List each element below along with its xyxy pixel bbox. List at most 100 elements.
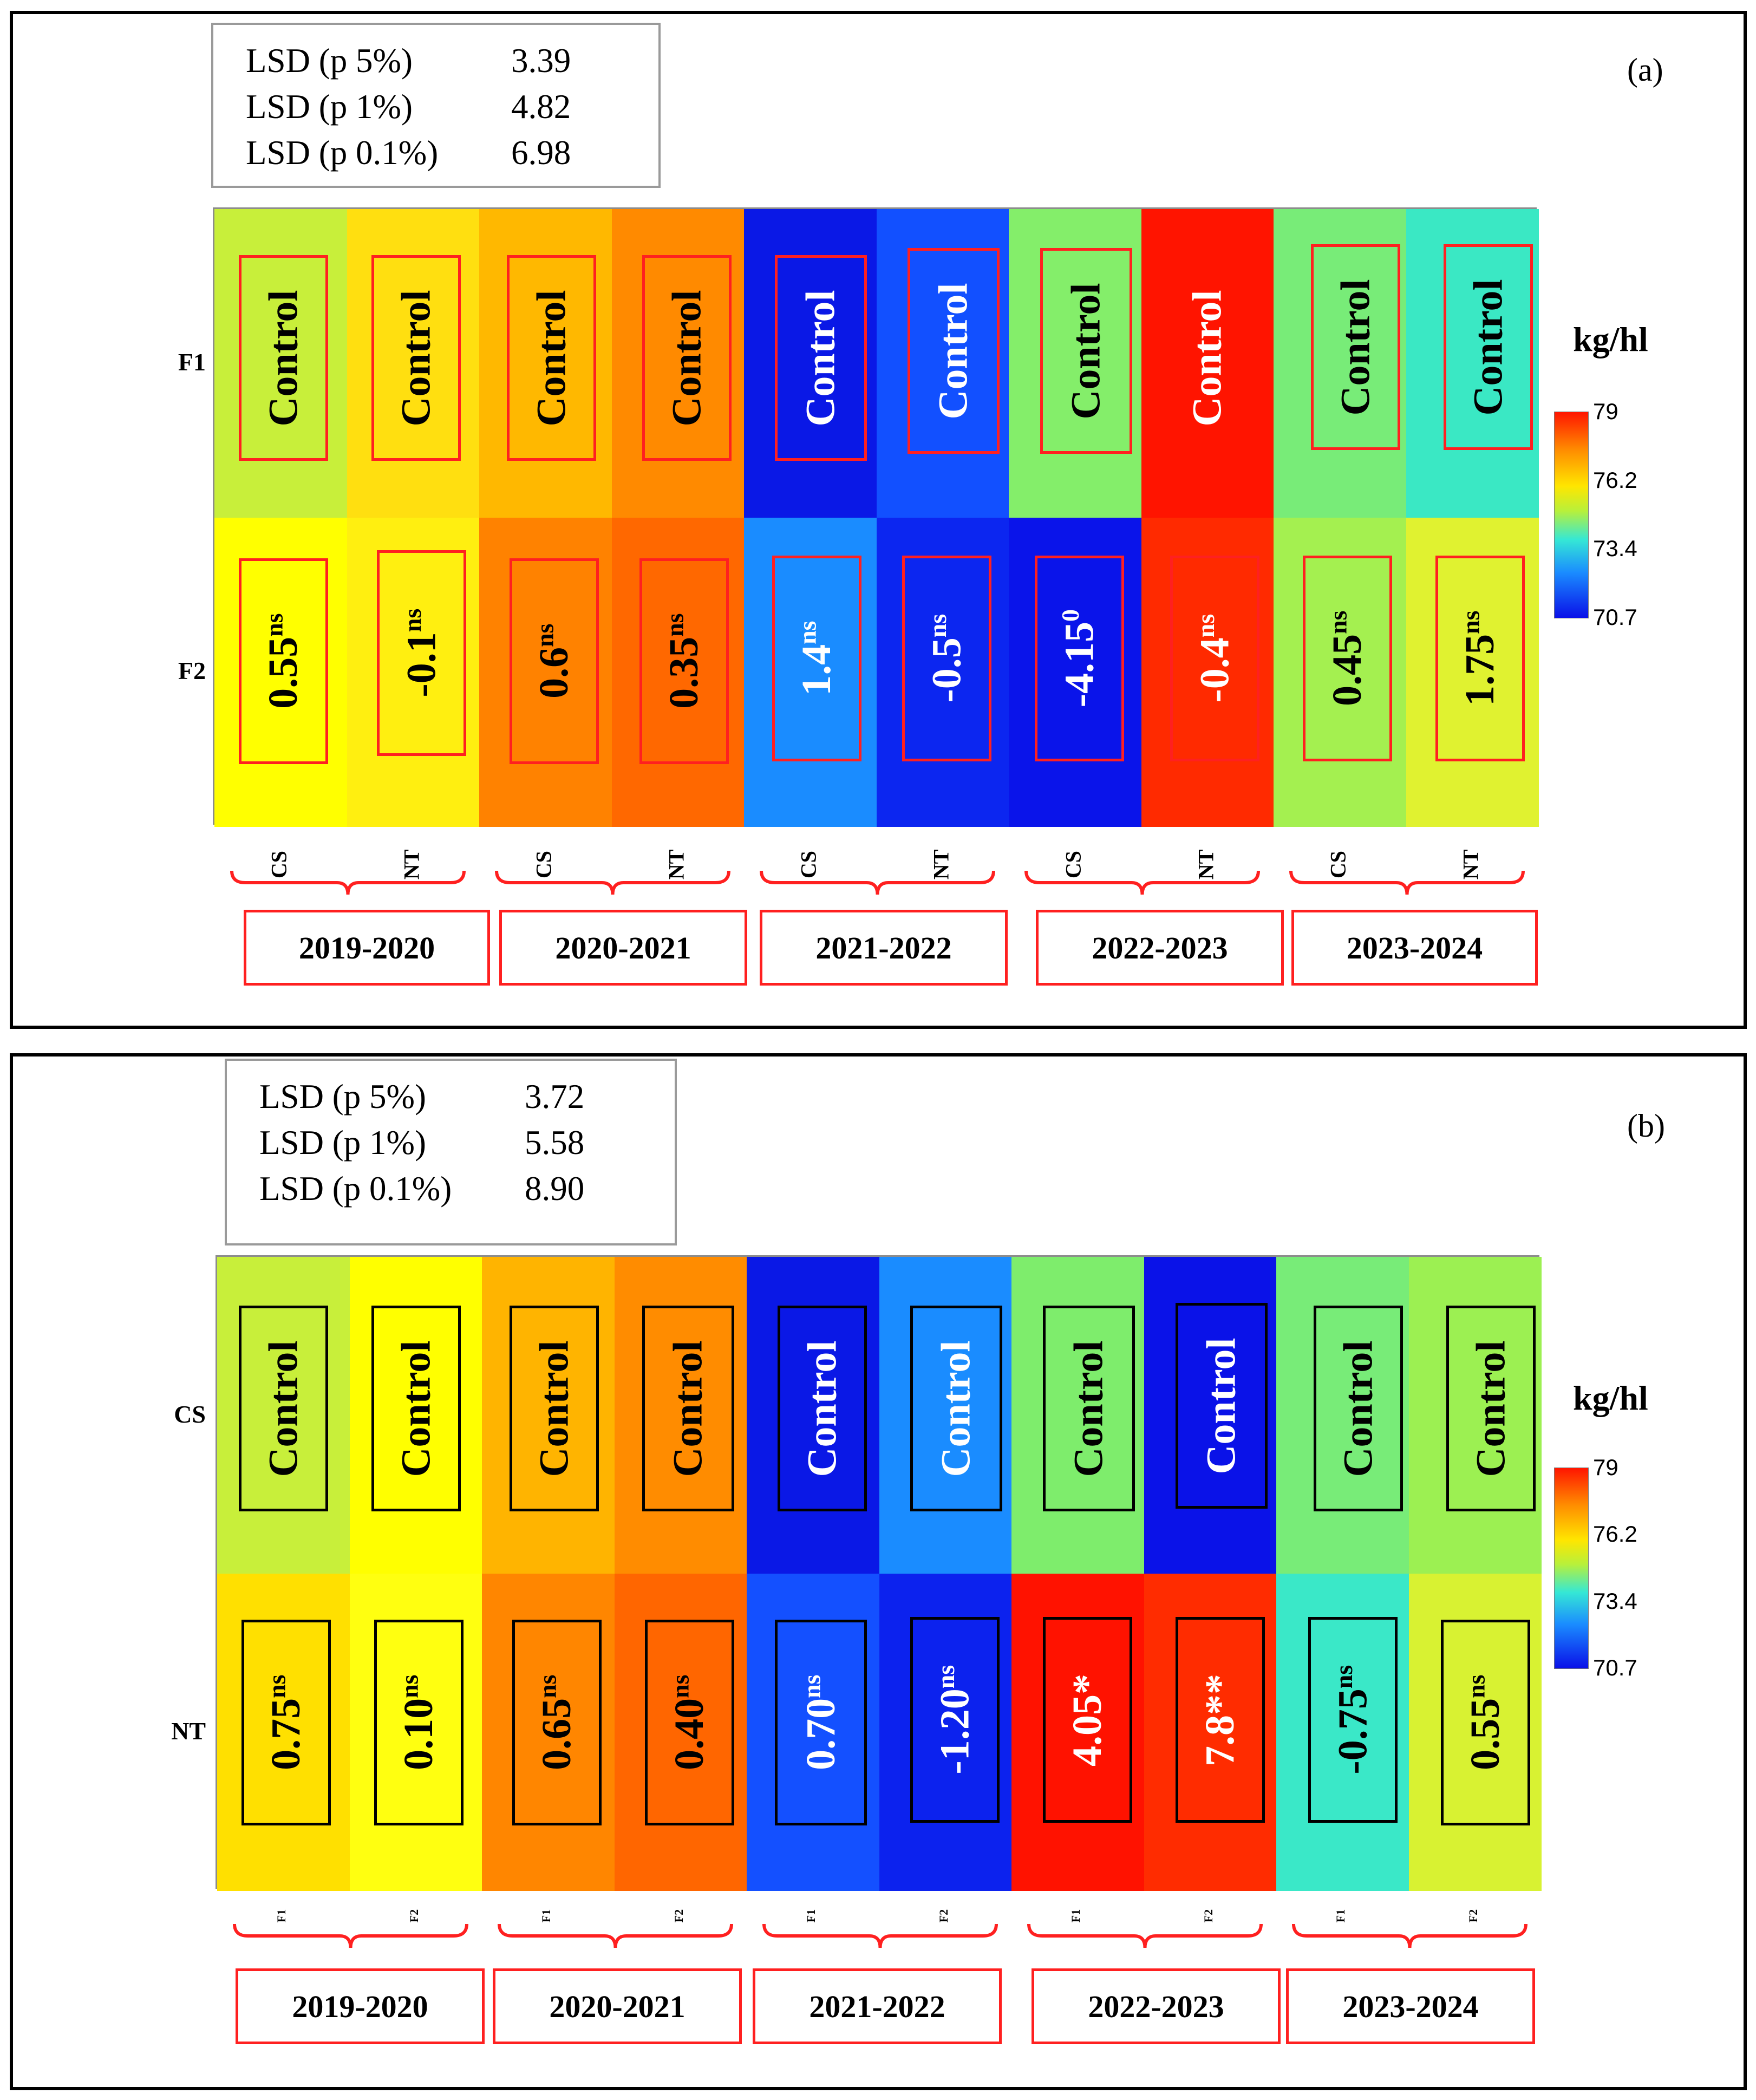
cell-outline-box: 0.10ns [374, 1620, 464, 1825]
cell-value: Control [933, 1340, 980, 1477]
lsd-label: LSD (p 1%) [246, 88, 413, 126]
cell-value-text: -1.20 [932, 1688, 978, 1775]
cell-value: -0.4ns [1191, 614, 1238, 703]
lsd-box-b: LSD (p 5%) 3.72 LSD (p 1%) 5.58 LSD (p 0.1%)… [225, 1059, 677, 1245]
cell-value-text: Control [1184, 290, 1230, 426]
cell-value: 0.10ns [395, 1675, 442, 1770]
cell-outline-box: Control [371, 255, 461, 461]
heatmap-cell [876, 209, 1009, 518]
cell-outline-box: -0.1ns [377, 550, 466, 756]
lsd-label: LSD (p 0.1%) [246, 134, 439, 172]
year-brace [1024, 870, 1260, 895]
heatmap-cell [1144, 1574, 1277, 1891]
cell-outline-box: 1.4ns [772, 556, 861, 761]
cell-outline-box: Control [910, 1306, 1002, 1511]
colorbar-tick: 79 [1593, 1455, 1618, 1480]
significance-superscript: ns [263, 1674, 291, 1699]
cell-value-text: 0.65 [534, 1698, 580, 1771]
lsd-label: LSD (p 5%) [246, 42, 413, 80]
cell-outline-box: Control [371, 1306, 461, 1511]
year-label: 2020-2021 [493, 1968, 742, 2044]
significance-superscript: ns [1457, 610, 1485, 635]
cell-value-text: Control [1333, 279, 1378, 415]
cell-value: 0.40ns [666, 1675, 713, 1770]
cell-outline-box: Control [1444, 244, 1533, 450]
cell-value: Control [1066, 1340, 1113, 1477]
heatmap-cell [214, 518, 348, 827]
year-brace [760, 870, 995, 895]
cell-outline-box: Control [510, 1306, 599, 1511]
cell-outline-box: Control [1040, 248, 1132, 454]
heatmap-cell [1408, 1574, 1542, 1891]
heatmap-cell [611, 518, 745, 827]
cell-value: 0.70ns [797, 1675, 844, 1770]
cell-value-text: 4.05* [1065, 1673, 1110, 1766]
year-brace [1292, 1923, 1527, 1948]
heatmap-cell [349, 1574, 482, 1891]
cell-outline-box: Control [1311, 244, 1400, 450]
significance-superscript: ns [531, 623, 559, 648]
cell-value-text: 0.40 [667, 1698, 713, 1771]
lsd-label: LSD (p 1%) [259, 1124, 426, 1162]
cell-outline-box: 0.45ns [1303, 556, 1392, 761]
cell-value: Control [393, 1340, 440, 1477]
heatmap-cell [1011, 1574, 1145, 1891]
lsd-value: 8.90 [525, 1170, 585, 1208]
year-label: 2019-2020 [236, 1968, 485, 2044]
cell-value: Control [1465, 279, 1512, 415]
significance-superscript: ns [260, 613, 288, 637]
cell-value: Control [1335, 1340, 1382, 1477]
cell-value-text: Control [798, 290, 844, 426]
significance-superscript: ns [1324, 610, 1352, 635]
cell-value: 0.6ns [531, 624, 578, 699]
cell-value: Control [665, 1340, 712, 1477]
cell-outline-box: Control [1043, 1306, 1135, 1511]
row-label: F1 [178, 348, 206, 376]
cell-outline-box: 0.6ns [510, 558, 599, 764]
significance-superscript: ns [931, 1665, 959, 1689]
cell-value: Control [663, 290, 710, 426]
cell-value-text: Control [528, 290, 574, 426]
cell-outline-box: 7.8** [1176, 1617, 1265, 1823]
heatmap-cell [1009, 518, 1142, 827]
colorbar-unit: kg/hl [1573, 320, 1648, 358]
heatmap-cell [747, 1257, 880, 1574]
heatmap-cell [876, 518, 1009, 827]
cell-value: -0.5ns [923, 614, 970, 703]
cell-outline-box: 0.70ns [775, 1620, 867, 1825]
cell-value: Control [260, 290, 307, 426]
cell-value: 0.55ns [1462, 1675, 1509, 1770]
cell-value-text: 0.75 [263, 1698, 309, 1771]
cell-value: Control [1332, 279, 1379, 415]
cell-value: 0.45ns [1324, 611, 1371, 706]
heatmap-cell [1274, 518, 1407, 827]
heatmap-cell [614, 1257, 747, 1574]
cell-outline-box: Control [1446, 1306, 1536, 1511]
cell-value-text: Control [393, 1340, 439, 1477]
cell-value-text: 0.45 [1324, 634, 1370, 707]
cell-value: Control [1467, 1340, 1515, 1477]
cell-value: -1.20ns [931, 1665, 978, 1775]
cell-value-text: Control [1198, 1338, 1244, 1474]
cell-outline-box: 0.75ns [241, 1620, 331, 1825]
year-label: 2022-2023 [1036, 910, 1284, 986]
lsd-value: 4.82 [511, 88, 571, 126]
heatmap-cell [1144, 1257, 1277, 1574]
heatmap-cell [347, 518, 480, 827]
cell-value-text: Control [1468, 1340, 1513, 1477]
colorbar [1554, 412, 1589, 618]
lsd-value: 5.58 [525, 1124, 585, 1162]
cell-value: -4.150 [1056, 609, 1103, 707]
heatmap-cell [1276, 1574, 1409, 1891]
year-brace [1289, 870, 1525, 895]
heatmap-cell [1276, 1257, 1409, 1574]
cell-value-text: Control [1066, 1340, 1112, 1477]
heatmap-cell [214, 209, 348, 518]
heatmap-cell [614, 1574, 747, 1891]
cell-outline-box: 1.75ns [1435, 556, 1525, 761]
cell-value-text: 0.70 [798, 1698, 844, 1771]
cell-outline-box: Control [908, 248, 1000, 454]
cell-value-text: Control [664, 290, 709, 426]
heatmap-cell [1274, 209, 1407, 518]
cell-text-area: Control [1163, 255, 1252, 461]
